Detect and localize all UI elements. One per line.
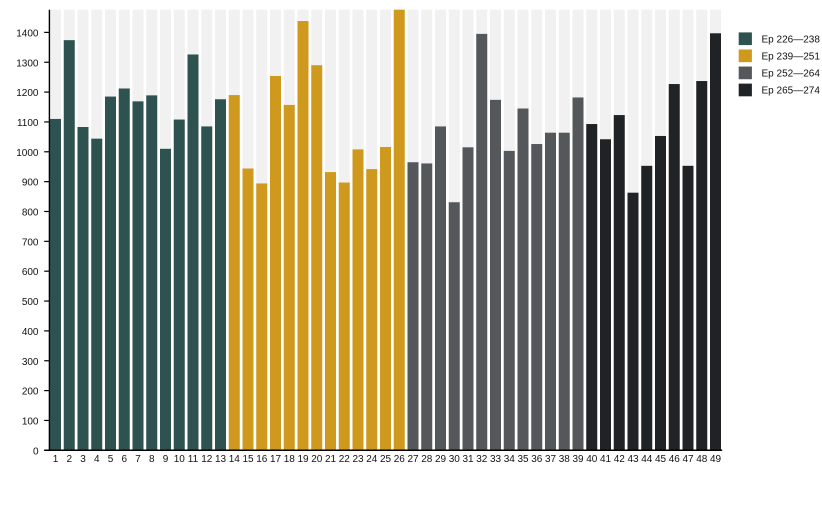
svg-text:48: 48: [696, 454, 708, 465]
svg-text:46: 46: [669, 454, 681, 465]
svg-text:18: 18: [284, 454, 296, 465]
svg-text:26: 26: [394, 454, 406, 465]
svg-text:21: 21: [325, 454, 337, 465]
svg-text:17: 17: [270, 454, 282, 465]
svg-text:35: 35: [517, 454, 529, 465]
svg-text:22: 22: [339, 454, 351, 465]
svg-text:29: 29: [435, 454, 447, 465]
svg-text:Ep 265—274: Ep 265—274: [762, 86, 821, 97]
svg-text:31: 31: [462, 454, 474, 465]
svg-text:6: 6: [121, 454, 127, 465]
svg-text:7: 7: [135, 454, 141, 465]
svg-text:500: 500: [22, 297, 39, 308]
svg-text:1000: 1000: [16, 148, 39, 159]
svg-text:700: 700: [22, 237, 39, 248]
svg-text:45: 45: [655, 454, 667, 465]
svg-text:34: 34: [504, 454, 516, 465]
svg-text:28: 28: [421, 454, 433, 465]
svg-text:600: 600: [22, 267, 39, 278]
svg-text:400: 400: [22, 327, 39, 338]
svg-text:1100: 1100: [17, 118, 39, 129]
svg-text:23: 23: [352, 454, 364, 465]
svg-text:49: 49: [710, 454, 722, 465]
svg-text:1400: 1400: [16, 28, 39, 39]
svg-text:37: 37: [545, 454, 557, 465]
svg-text:36: 36: [531, 454, 543, 465]
svg-text:100: 100: [22, 417, 39, 428]
svg-text:5: 5: [108, 454, 114, 465]
svg-text:1300: 1300: [16, 58, 39, 69]
svg-text:41: 41: [600, 454, 612, 465]
svg-text:0: 0: [33, 446, 39, 457]
svg-text:Ep 226—238: Ep 226—238: [762, 35, 821, 46]
svg-text:14: 14: [229, 454, 241, 465]
svg-text:39: 39: [572, 454, 584, 465]
svg-text:Ep 252—264: Ep 252—264: [762, 69, 821, 80]
svg-text:30: 30: [449, 454, 461, 465]
svg-text:13: 13: [215, 454, 227, 465]
svg-text:Ep 239—251: Ep 239—251: [762, 52, 821, 63]
svg-text:1: 1: [53, 454, 59, 465]
svg-text:27: 27: [407, 454, 419, 465]
svg-text:43: 43: [627, 454, 639, 465]
svg-text:33: 33: [490, 454, 502, 465]
svg-text:800: 800: [22, 208, 39, 219]
svg-text:11: 11: [188, 454, 199, 465]
svg-text:12: 12: [201, 454, 213, 465]
svg-text:38: 38: [559, 454, 571, 465]
svg-text:24: 24: [366, 454, 378, 465]
svg-text:47: 47: [682, 454, 694, 465]
svg-text:9: 9: [163, 454, 169, 465]
svg-text:200: 200: [22, 387, 39, 398]
svg-text:44: 44: [641, 454, 653, 465]
svg-text:900: 900: [22, 178, 39, 189]
svg-text:8: 8: [149, 454, 155, 465]
svg-text:2: 2: [66, 454, 72, 465]
svg-text:1200: 1200: [16, 88, 39, 99]
svg-text:19: 19: [297, 454, 309, 465]
svg-text:3: 3: [80, 454, 86, 465]
svg-text:16: 16: [256, 454, 268, 465]
svg-text:15: 15: [242, 454, 254, 465]
svg-text:10: 10: [174, 454, 186, 465]
svg-text:300: 300: [22, 357, 39, 368]
svg-text:40: 40: [586, 454, 598, 465]
svg-text:42: 42: [614, 454, 626, 465]
svg-text:20: 20: [311, 454, 323, 465]
svg-text:4: 4: [94, 454, 100, 465]
svg-text:25: 25: [380, 454, 392, 465]
svg-text:32: 32: [476, 454, 488, 465]
